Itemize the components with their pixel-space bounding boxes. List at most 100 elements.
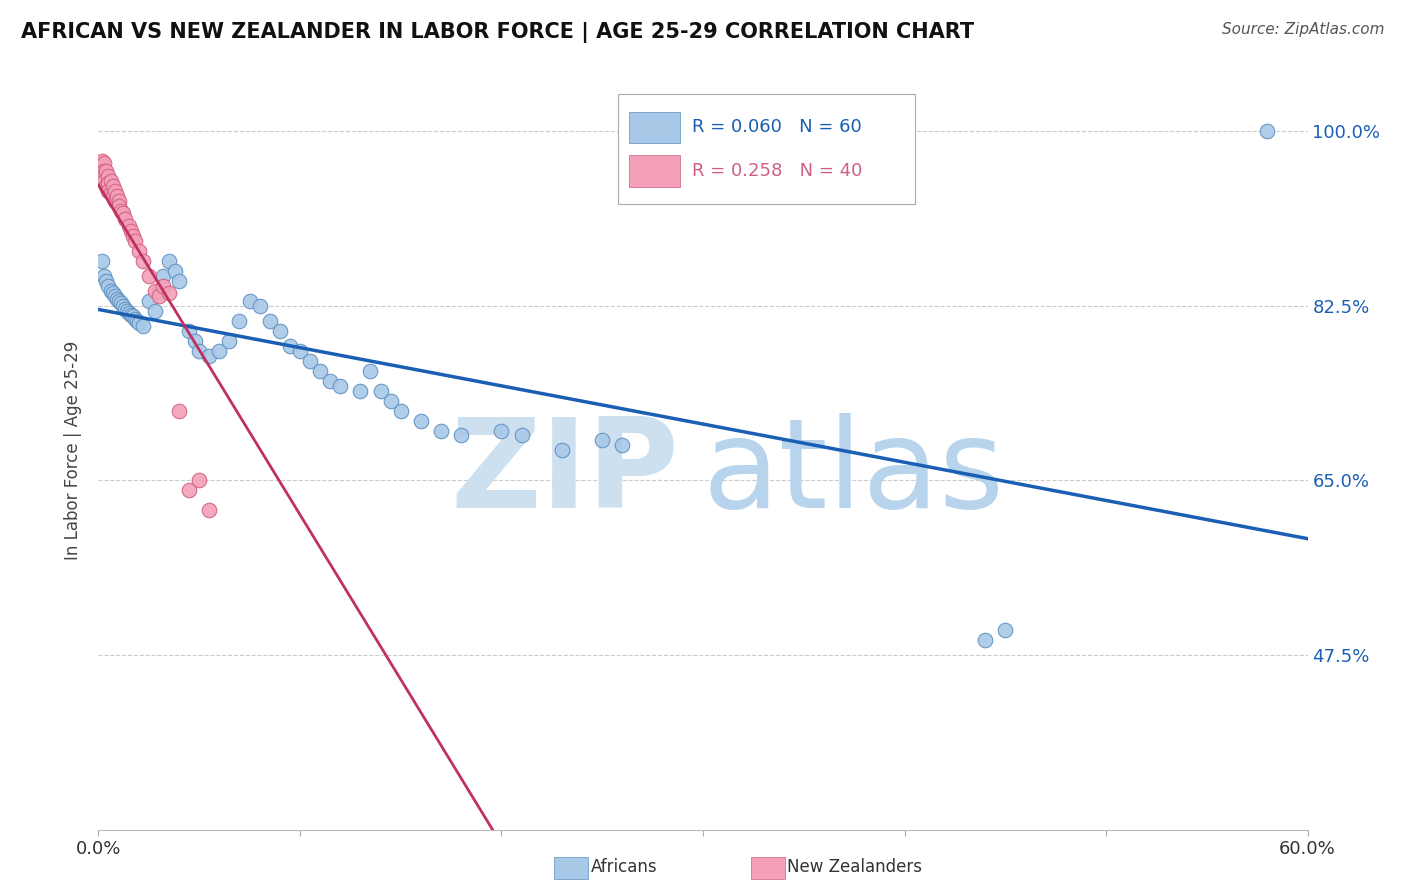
Point [188,474,211,488]
Point [389,403,412,417]
Point [974,633,997,648]
Point [148,284,170,298]
Point [101,179,124,194]
Point [103,184,125,198]
Point [91,154,114,169]
Point [249,299,271,313]
Point [228,314,250,328]
Point [128,316,150,330]
Point [179,324,201,338]
Point [148,289,170,303]
Point [91,159,114,173]
Point [105,292,128,306]
Text: New Zealanders: New Zealanders [787,858,922,876]
Point [93,156,115,170]
Point [612,438,634,452]
Point [591,434,613,448]
Point [114,301,136,316]
Point [152,278,174,293]
Point [167,274,190,288]
Point [114,212,136,227]
Point [111,299,134,313]
Point [450,428,472,442]
Point [218,334,240,348]
Point [239,293,262,308]
Point [120,224,142,238]
Point [107,293,129,308]
Point [269,324,291,338]
Point [101,285,124,300]
Point [93,174,115,188]
Point [107,194,129,208]
Point [138,268,160,283]
Point [89,164,111,178]
Point [430,424,453,438]
Text: Source: ZipAtlas.com: Source: ZipAtlas.com [1222,22,1385,37]
Point [208,343,231,358]
Point [128,244,150,258]
Text: AFRICAN VS NEW ZEALANDER IN LABOR FORCE | AGE 25-29 CORRELATION CHART: AFRICAN VS NEW ZEALANDER IN LABOR FORCE … [21,22,974,44]
Point [132,253,155,268]
FancyBboxPatch shape [630,112,681,144]
Point [409,413,432,427]
Point [96,164,118,178]
FancyBboxPatch shape [619,95,915,204]
Point [118,219,141,233]
Point [143,284,166,298]
Text: Africans: Africans [591,858,657,876]
Point [110,204,132,219]
Point [184,334,207,348]
Point [152,268,174,283]
Point [91,253,114,268]
Point [125,314,148,328]
Point [100,174,122,188]
Point [288,343,311,358]
Point [100,284,122,298]
Point [103,194,125,208]
Point [97,278,120,293]
Point [571,872,593,887]
Point [299,353,322,368]
Text: atlas: atlas [703,413,1005,533]
Point [157,285,180,300]
Point [188,343,211,358]
Point [111,206,134,220]
Point [121,309,143,323]
Point [319,374,342,388]
Point [179,483,201,498]
Point [143,303,166,318]
Point [118,306,141,320]
Text: ZIP: ZIP [450,413,679,533]
Text: R = 0.060   N = 60: R = 0.060 N = 60 [692,119,862,136]
Point [93,268,115,283]
Y-axis label: In Labor Force | Age 25-29: In Labor Force | Age 25-29 [65,341,83,560]
Point [198,503,221,517]
Point [278,339,301,353]
Point [132,318,155,333]
Point [124,234,146,248]
Point [110,295,132,310]
Point [97,176,120,190]
Point [97,169,120,183]
Point [93,164,115,178]
Point [124,311,146,326]
Point [93,169,115,183]
Point [349,384,371,398]
Point [198,349,221,363]
Point [360,364,382,378]
Point [167,403,190,417]
Point [380,393,402,408]
Point [309,364,332,378]
Point [120,308,142,322]
Point [370,384,392,398]
Text: R = 0.258   N = 40: R = 0.258 N = 40 [692,161,862,179]
Point [157,253,180,268]
Point [96,179,118,194]
Point [259,314,281,328]
Point [115,303,138,318]
Point [510,428,533,442]
Point [105,189,128,203]
FancyBboxPatch shape [630,155,681,186]
Point [994,623,1017,637]
Point [121,229,143,244]
